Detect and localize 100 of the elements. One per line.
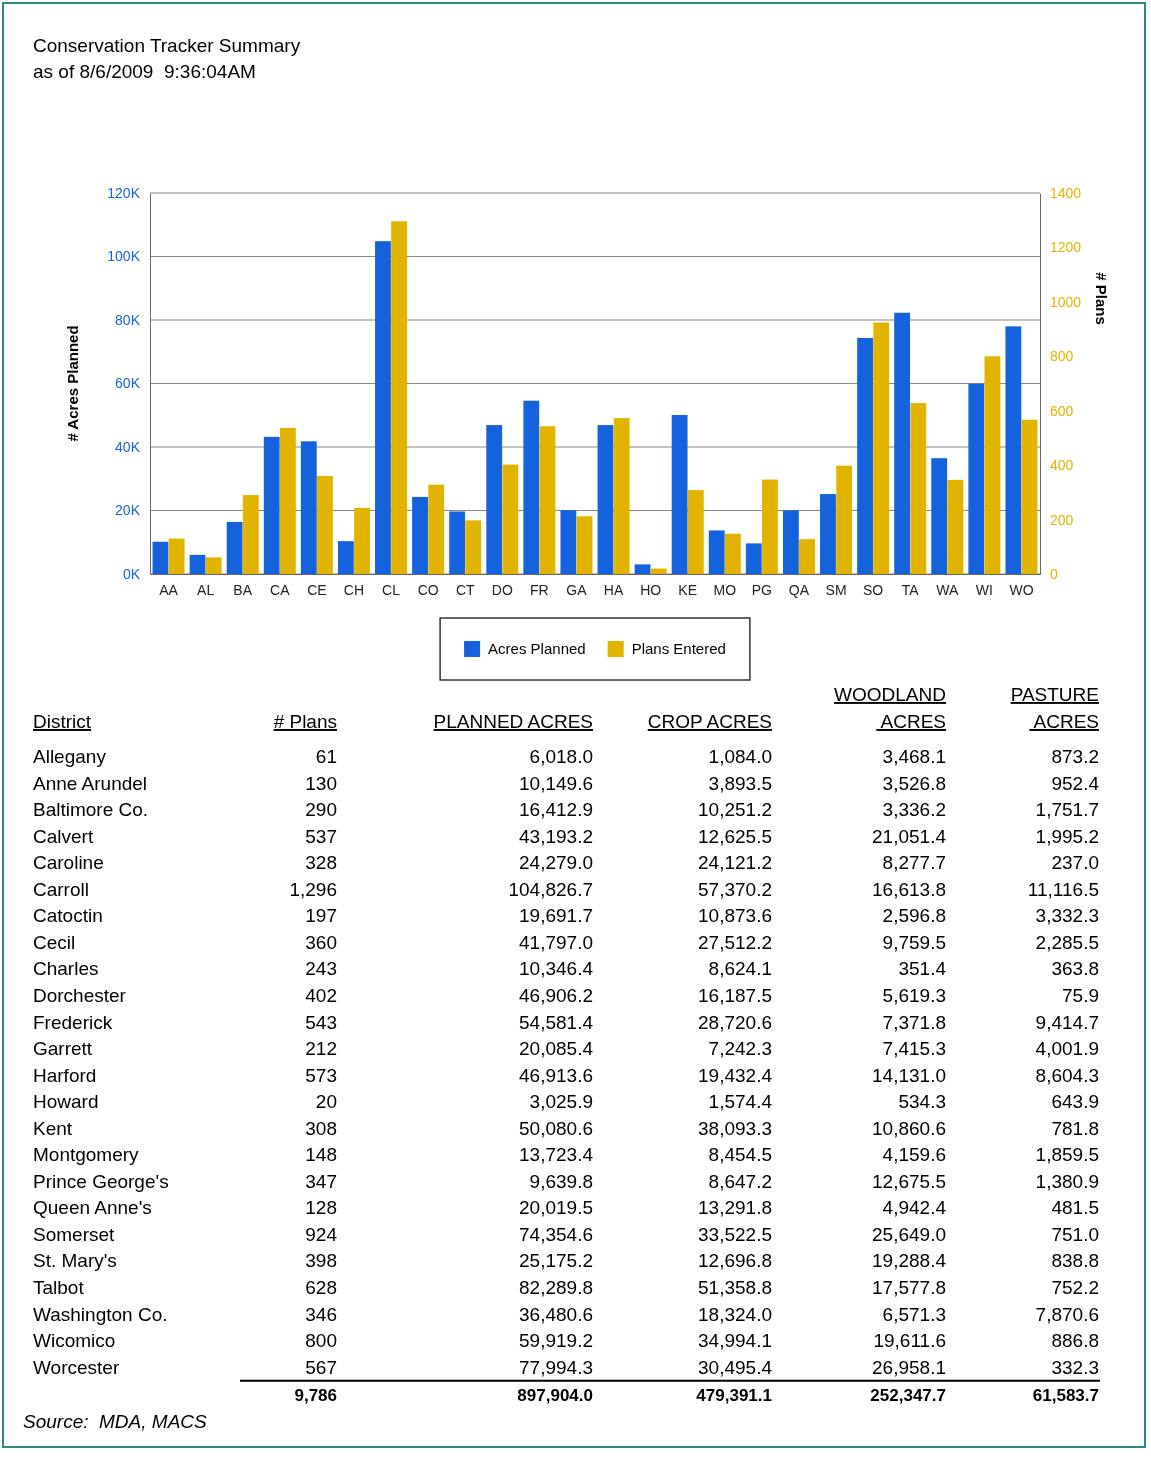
category-label: Queen Anne's [33,1197,152,1219]
data-label: 8,277.7 [882,852,946,874]
data-label: 628 [305,1277,337,1298]
category-label: Somerset [33,1223,116,1245]
x-tick-label: PG [751,581,772,598]
data-label: 10,860.6 [872,1117,946,1139]
x-tick-label: BA [233,581,253,598]
data-label: 26,958.1 [872,1356,946,1378]
text: PLANNED ACRES [433,711,593,732]
x-tick-label: GA [566,581,588,598]
x-tick-label: WO [1009,581,1034,598]
y2-axis-title: # Plans [1093,272,1110,325]
data-label: 237.0 [1051,852,1099,874]
x-tick-label: FR [530,581,549,598]
data-label: 3,893.5 [708,772,772,794]
data-label: 128 [305,1197,337,1219]
data-label: 8,454.5 [708,1144,772,1166]
data-label: 10,251.2 [698,799,772,821]
data-label: 886.8 [1051,1330,1099,1352]
category-label: Carroll [33,878,89,900]
data-label: 4,942.4 [882,1197,947,1219]
data-label: 6,018.0 [529,746,593,767]
y-tick-label: 120K [107,184,141,201]
bar [762,479,778,574]
x-tick-label: CO [417,581,439,598]
data-label: 61 [315,746,337,767]
data-label: 148 [305,1144,337,1166]
data-label: 38,093.3 [698,1117,772,1139]
text: 479,391.1 [696,1385,772,1405]
data-label: 130 [305,772,337,794]
category-label: Garrett [33,1038,93,1060]
y-tick-label: 0K [122,565,141,582]
text: 61,583.7 [1032,1385,1099,1405]
data-label: 59,919.2 [519,1330,593,1352]
data-label: 19,691.7 [519,905,593,927]
data-label: 19,288.4 [872,1250,947,1272]
y2-tick-label: 800 [1050,348,1074,365]
data-label: 4,001.9 [1035,1038,1099,1060]
data-label: 3,468.1 [882,746,946,767]
category-label: Talbot [33,1277,85,1298]
data-label: 212 [305,1038,337,1060]
x-tick-label: DO [491,581,513,598]
data-label: 1,296 [289,878,337,900]
data-label: 20 [315,1091,337,1113]
data-label: 360 [305,931,337,953]
data-label: 332.3 [1051,1356,1099,1378]
data-label: 1,859.5 [1035,1144,1099,1166]
data-label: 1,751.7 [1035,799,1099,821]
text: WOODLAND ACRES [834,684,946,732]
data-label: 30,495.4 [698,1356,773,1378]
data-label: 7,415.3 [882,1038,946,1060]
data-label: 751.0 [1051,1223,1099,1245]
data-label: 308 [305,1117,337,1139]
x-tick-label: CH [343,581,365,598]
x-tick-label: SO [863,581,884,598]
category-label: Kent [33,1117,73,1139]
text: District [33,711,92,732]
data-label: 7,870.6 [1035,1303,1099,1325]
data-label: 9,639.8 [529,1170,593,1192]
data-label: 19,432.4 [698,1064,773,1086]
data-label: 18,324.0 [698,1303,772,1325]
y2-tick-label: 400 [1050,457,1074,474]
data-label: 1,574.4 [708,1091,773,1113]
data-label: 16,412.9 [519,799,593,821]
chart-subtitle: as of 8/6/2009 9:36:04AM [33,61,256,82]
data-label: 537 [305,825,337,847]
data-label: 347 [305,1170,337,1192]
data-label: 82,289.8 [519,1277,593,1298]
data-label: 543 [305,1011,337,1033]
data-label: 4,159.6 [882,1144,946,1166]
y2-tick-label: 200 [1050,511,1074,528]
y-axis-title: # Acres Planned [64,325,81,442]
data-label: 43,193.2 [519,825,593,847]
category-label: Catoctin [33,905,103,927]
data-label: 5,619.3 [882,984,946,1006]
category-label: Anne Arundel [33,772,148,794]
x-tick-label: KE [678,581,698,598]
category-label: Dorchester [33,984,127,1006]
legend-label: Plans Entered [631,640,726,657]
category-label: Baltimore Co. [33,799,149,821]
data-label: 398 [305,1250,337,1272]
data-label: 781.8 [1051,1117,1099,1139]
category-label: Cecil [33,931,76,953]
data-label: 1,995.2 [1035,825,1099,847]
y-tick-label: 60K [115,375,141,392]
data-label: 924 [305,1223,338,1245]
x-tick-label: CA [270,581,291,598]
data-label: 752.2 [1051,1277,1099,1298]
data-label: 363.8 [1051,958,1099,980]
x-tick-label: CL [382,581,401,598]
category-label: Wicomico [33,1330,116,1352]
data-label: 13,291.8 [698,1197,772,1219]
text: 897,904.0 [517,1385,593,1405]
data-label: 346 [305,1303,337,1325]
y2-tick-label: 1400 [1050,184,1082,201]
data-label: 8,647.2 [708,1170,772,1192]
chart-title: Conservation Tracker Summary [33,35,301,56]
data-label: 6,571.3 [882,1303,946,1325]
data-label: 402 [305,984,337,1006]
data-label: 10,873.6 [698,905,772,927]
